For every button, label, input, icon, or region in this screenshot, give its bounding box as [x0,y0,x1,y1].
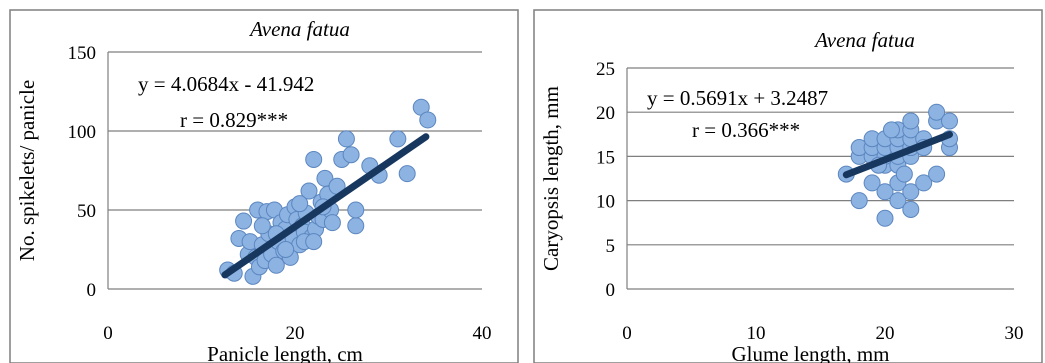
y-tick-label: 5 [606,236,616,257]
chart-title: Avena fatua [813,28,915,52]
x-tick-label: 20 [286,323,305,344]
y-tick-label: 20 [596,103,615,124]
scatter-point [902,112,920,130]
y-axis-title: No. spikelets/ panicle [15,80,39,261]
scatter-point [889,192,907,210]
scatter-point [337,130,355,148]
x-tick-label: 20 [876,323,895,344]
y-tick-label: 15 [596,147,615,168]
scatter-point [347,217,365,235]
y-axis-title: Caryopsis length, mm [539,86,563,271]
trendline [221,133,430,279]
scatter-point [419,111,437,129]
scatter-point [300,182,318,200]
x-tick-label: 40 [473,323,492,344]
scatter-chart-panicle: 0 50 100 150 0 20 40 Avena fatua y = 4.0684x - 4… [9,9,519,363]
scatter-point [389,130,407,148]
x-axis-title: Glume length, mm [731,342,889,363]
scatter-point [928,165,946,183]
scatter-point [342,146,360,164]
regression-equation: y = 0.5691x + 3.2487 [647,86,828,110]
x-axis-title: Panicle length, cm [207,342,363,363]
chart-frame [533,9,1043,363]
scatter-point [876,183,894,201]
scatter-point [277,241,295,258]
y-tick-label: 50 [77,201,96,222]
correlation-coefficient: r = 0.829*** [180,108,288,132]
trendline [842,131,953,179]
scatter-point [902,200,920,218]
scatter-point [863,174,881,192]
y-tick-label: 150 [68,43,97,64]
y-tick-label: 0 [87,280,97,301]
regression-equation: y = 4.0684x - 41.942 [138,72,314,96]
chart-frame [9,9,519,363]
scatter-point [876,209,894,227]
scatter-point [291,195,309,213]
scatter-point [850,192,868,210]
scatter-point [398,165,416,183]
x-tick-label: 30 [1005,323,1024,344]
scatter-chart-glume: 0 5 10 15 20 25 0 10 20 30 Avena fatua y = 0.5691x … [533,9,1043,363]
x-tick-label: 0 [103,323,113,344]
scatter-point [267,256,285,274]
scatter-point [915,174,933,192]
y-tick-label: 100 [68,122,97,143]
scatter-point [928,103,946,121]
scatter-point [895,165,913,183]
x-tick-label: 0 [622,323,632,344]
scatter-point [347,201,365,219]
y-tick-label: 0 [606,280,616,301]
scatter-point [253,217,271,235]
scatter-point [882,121,900,139]
scatter-point [305,233,323,251]
y-tick-label: 25 [596,59,615,80]
scatter-point [235,212,253,230]
scatter-point [902,183,920,201]
scatter-point [305,150,323,168]
y-tick-label: 10 [596,192,615,213]
chart-title: Avena fatua [248,17,350,41]
scatter-point [323,214,341,232]
scatter-point [941,112,958,130]
x-tick-label: 10 [747,323,766,344]
correlation-coefficient: r = 0.366*** [692,118,800,142]
